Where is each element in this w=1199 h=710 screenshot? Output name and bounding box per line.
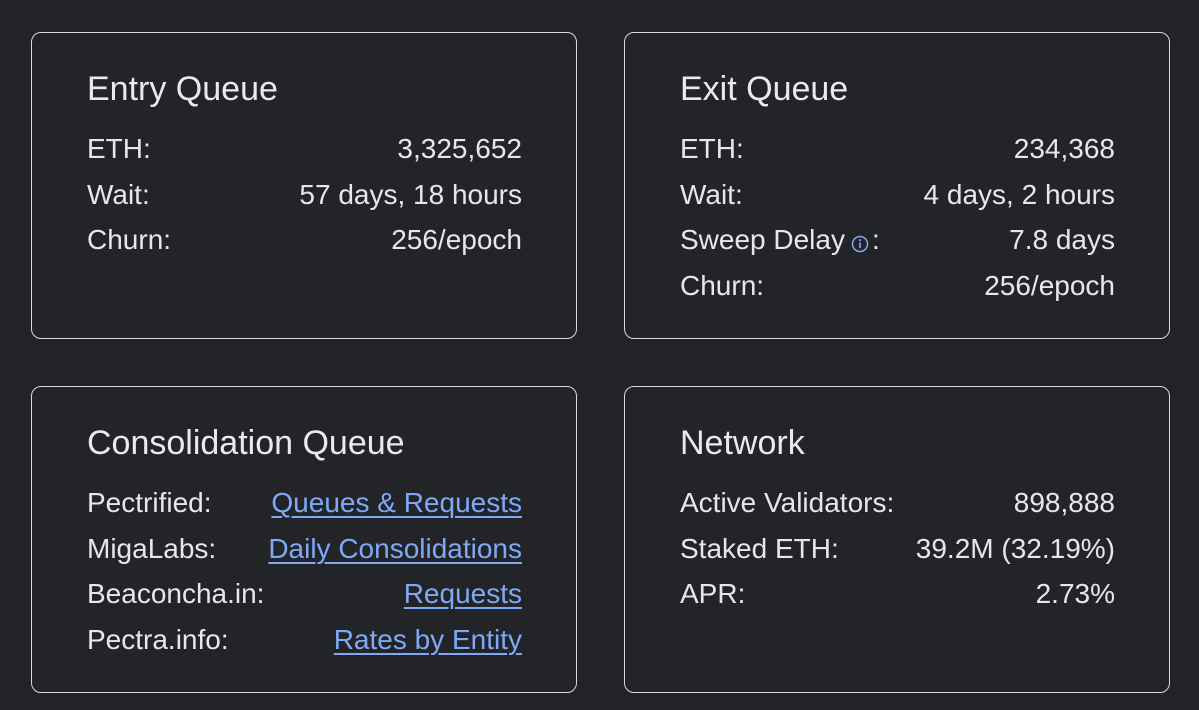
exit-eth-value: 234,368 xyxy=(1013,133,1115,164)
consol-pectra-info-label: Pectra.info: xyxy=(87,623,229,655)
entry-churn-row: Churn: 256/epoch xyxy=(87,222,522,268)
network-active-validators-label: Active Validators: xyxy=(680,487,895,518)
exit-queue-title: Exit Queue xyxy=(680,70,849,108)
entry-eth-value: 3,325,652 xyxy=(397,133,522,164)
exit-eth-row: ETH: 234,368 xyxy=(680,131,1115,177)
exit-eth-label: ETH: xyxy=(680,133,744,164)
consolidation-queue-title: Consolidation Queue xyxy=(87,424,405,462)
consol-pectra-info-row: Pectra.info: Rates by Entity xyxy=(87,622,522,668)
info-icon[interactable] xyxy=(851,226,869,253)
entry-queue-rows: ETH: 3,325,652 Wait: 57 days, 18 hours C… xyxy=(87,131,522,268)
exit-queue-card: Exit Queue ETH: 234,368 Wait: 4 days, 2 … xyxy=(624,32,1170,339)
entry-wait-label: Wait: xyxy=(87,178,150,210)
entry-churn-value: 256/epoch xyxy=(391,224,522,255)
exit-wait-value: 4 days, 2 hours xyxy=(923,178,1115,210)
consol-migalabs-label: MigaLabs: xyxy=(87,532,217,564)
network-staked-eth-value: 39.2M (32.19%) xyxy=(915,532,1115,564)
entry-wait-value: 57 days, 18 hours xyxy=(299,178,522,210)
entry-queue-title: Entry Queue xyxy=(87,70,278,108)
exit-sweep-delay-row: Sweep Delay: 7.8 days xyxy=(680,222,1115,268)
network-title: Network xyxy=(680,424,805,462)
network-staked-eth-row: Staked ETH: 39.2M (32.19%) xyxy=(680,531,1115,577)
consolidation-queue-card: Consolidation Queue Pectrified: Queues &… xyxy=(31,386,577,693)
entry-eth-label: ETH: xyxy=(87,133,151,164)
consol-migalabs-row: MigaLabs: Daily Consolidations xyxy=(87,531,522,577)
consol-pectrified-row: Pectrified: Queues & Requests xyxy=(87,485,522,531)
network-apr-value: 2.73% xyxy=(1035,578,1115,609)
exit-churn-row: Churn: 256/epoch xyxy=(680,268,1115,314)
queues-requests-link[interactable]: Queues & Requests xyxy=(271,487,522,518)
exit-sweep-delay-label-group: Sweep Delay: xyxy=(680,222,880,258)
consol-beaconchain-label: Beaconcha.in: xyxy=(87,578,265,609)
exit-sweep-delay-value: 7.8 days xyxy=(1009,224,1115,255)
network-staked-eth-label: Staked ETH: xyxy=(680,532,839,564)
daily-consolidations-link[interactable]: Daily Consolidations xyxy=(268,532,522,564)
consol-pectrified-label: Pectrified: xyxy=(87,487,212,518)
network-card: Network Active Validators: 898,888 Stake… xyxy=(624,386,1170,693)
exit-sweep-delay-label: Sweep Delay xyxy=(680,224,845,255)
network-active-validators-value: 898,888 xyxy=(1013,487,1115,518)
exit-churn-label: Churn: xyxy=(680,269,765,301)
requests-link[interactable]: Requests xyxy=(403,578,522,609)
exit-queue-rows: ETH: 234,368 Wait: 4 days, 2 hours Sweep… xyxy=(680,131,1115,313)
network-rows: Active Validators: 898,888 Staked ETH: 3… xyxy=(680,485,1115,622)
entry-churn-label: Churn: xyxy=(87,224,172,255)
entry-queue-card: Entry Queue ETH: 3,325,652 Wait: 57 days… xyxy=(31,32,577,339)
network-apr-label: APR: xyxy=(680,578,746,609)
network-active-validators-row: Active Validators: 898,888 xyxy=(680,485,1115,531)
network-apr-row: APR: 2.73% xyxy=(680,576,1115,622)
exit-wait-label: Wait: xyxy=(680,178,743,210)
exit-churn-value: 256/epoch xyxy=(984,269,1115,301)
exit-sweep-delay-colon: : xyxy=(871,224,880,255)
exit-wait-row: Wait: 4 days, 2 hours xyxy=(680,177,1115,223)
consol-beaconchain-row: Beaconcha.in: Requests xyxy=(87,576,522,622)
consolidation-queue-rows: Pectrified: Queues & Requests MigaLabs: … xyxy=(87,485,522,667)
rates-by-entity-link[interactable]: Rates by Entity xyxy=(333,623,522,655)
entry-wait-row: Wait: 57 days, 18 hours xyxy=(87,177,522,223)
entry-eth-row: ETH: 3,325,652 xyxy=(87,131,522,177)
